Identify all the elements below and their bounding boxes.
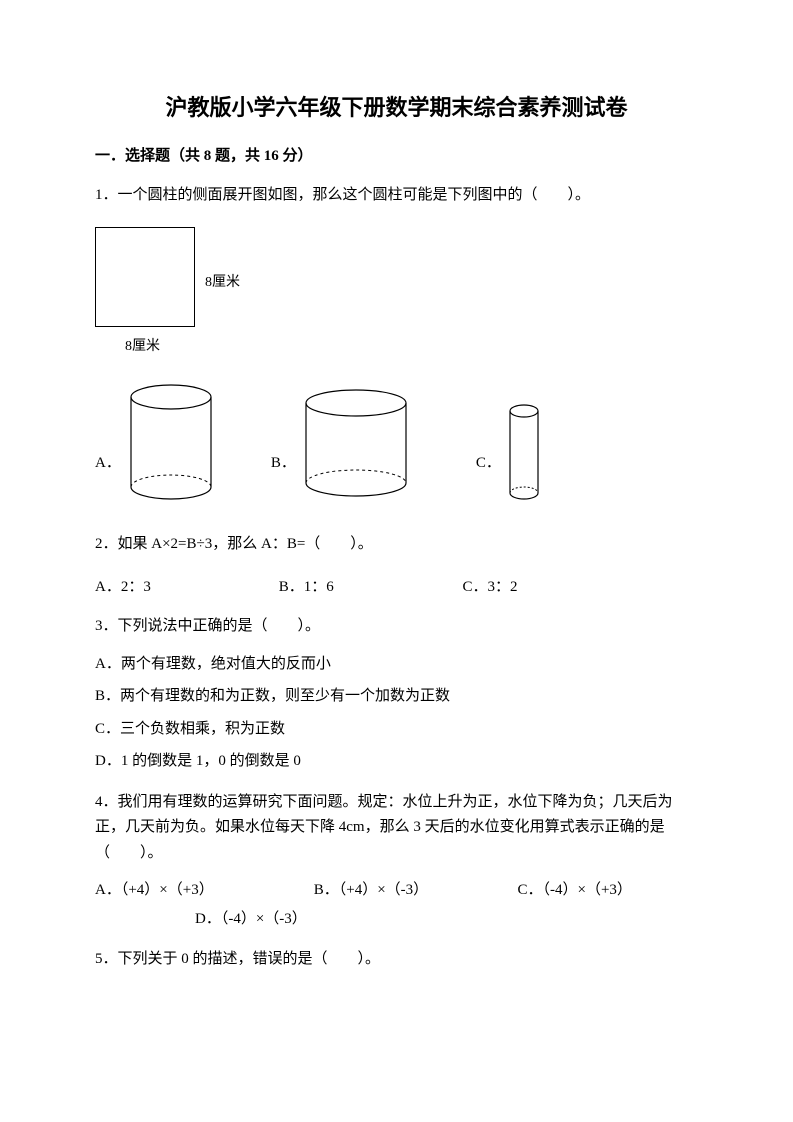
q2-option-c: C．3：2	[463, 575, 518, 596]
section-header: 一．选择题（共 8 题，共 16 分）	[95, 144, 698, 165]
cylinder-option-b: B．	[271, 387, 411, 502]
page-title: 沪教版小学六年级下册数学期末综合素养测试卷	[95, 90, 698, 122]
option-c-label: C．	[476, 451, 501, 502]
cylinder-option-a: A．	[95, 382, 216, 502]
q4-option-d: D．（-4）×（-3）	[195, 905, 307, 934]
q4-option-c: C．（-4）×（+3）	[518, 876, 632, 905]
cylinder-options-row: A． B． C．	[95, 382, 698, 502]
q4-option-b: B．（+4）×（-3）	[314, 876, 514, 905]
q3-option-c: C．三个负数相乘，积为正数	[95, 715, 698, 744]
question-2-text: 2．如果 A×2=B÷3，那么 A：B=（ ）。	[95, 532, 698, 558]
cylinder-c-icon	[506, 402, 542, 502]
option-b-label: B．	[271, 451, 296, 502]
square-diagram: 8厘米 8厘米	[95, 227, 295, 347]
square-shape	[95, 227, 195, 327]
q2-option-a: A．2：3	[95, 575, 275, 596]
cylinder-b-icon	[301, 387, 411, 502]
q3-option-d: D．1 的倒数是 1，0 的倒数是 0	[95, 747, 698, 776]
square-label-bottom: 8厘米	[125, 335, 160, 355]
cylinder-option-c: C．	[476, 402, 542, 502]
q3-option-b: B．两个有理数的和为正数，则至少有一个加数为正数	[95, 682, 698, 711]
question-5-text: 5．下列关于 0 的描述，错误的是（ ）。	[95, 947, 698, 973]
question-2-options: A．2：3 B．1：6 C．3：2	[95, 575, 698, 596]
q3-option-a: A．两个有理数，绝对值大的反而小	[95, 650, 698, 679]
question-4-options: A．（+4）×（+3） B．（+4）×（-3） C．（-4）×（+3） D．（-…	[95, 876, 698, 933]
question-4-text: 4．我们用有理数的运算研究下面问题。规定：水位上升为正，水位下降为负；几天后为正…	[95, 790, 698, 867]
square-label-right: 8厘米	[205, 271, 240, 291]
option-a-label: A．	[95, 451, 121, 502]
q2-option-b: B．1：6	[279, 575, 459, 596]
cylinder-a-icon	[126, 382, 216, 502]
question-3-text: 3．下列说法中正确的是（ ）。	[95, 614, 698, 640]
q4-option-a: A．（+4）×（+3）	[95, 876, 310, 905]
question-1-text: 1．一个圆柱的侧面展开图如图，那么这个圆柱可能是下列图中的（ ）。	[95, 183, 698, 209]
